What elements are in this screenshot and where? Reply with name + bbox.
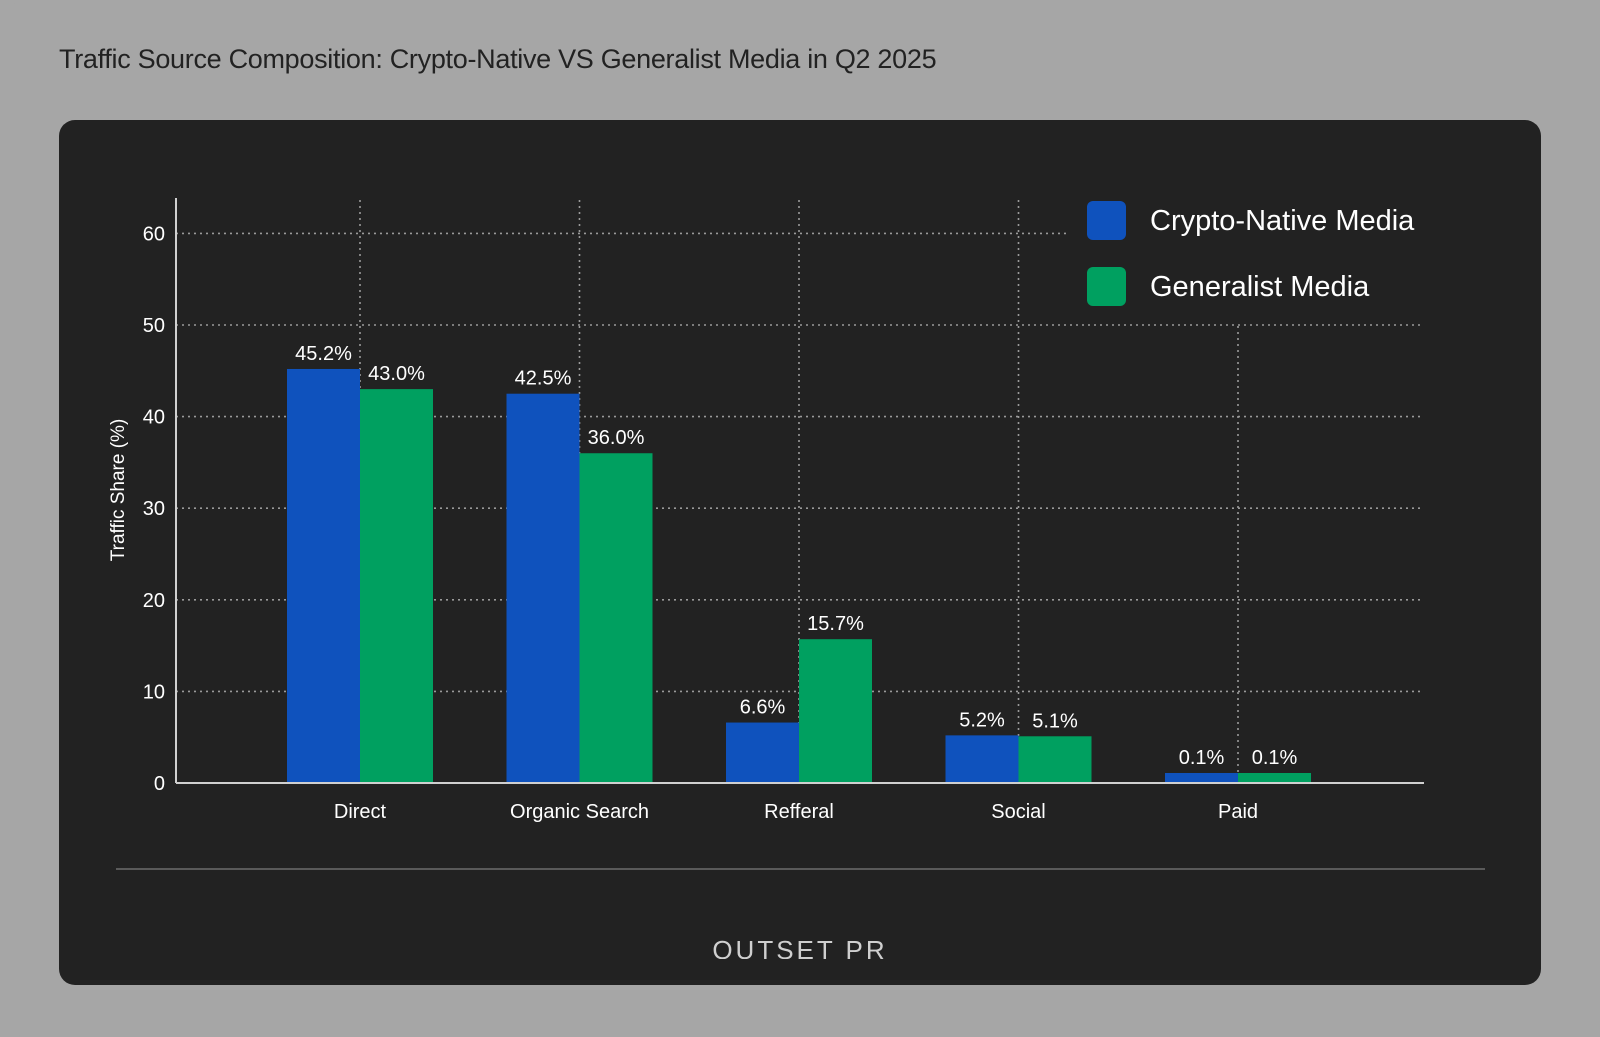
bar-value-label: 0.1%	[1179, 747, 1225, 769]
bar-generalist	[579, 453, 653, 783]
bar-value-label: 6.6%	[740, 697, 786, 719]
legend-swatch	[1087, 201, 1126, 240]
legend-label: Crypto-Native Media	[1150, 205, 1415, 237]
legend-swatch	[1087, 267, 1126, 306]
x-tick-label: Organic Search	[510, 801, 649, 823]
bar-value-label: 5.2%	[959, 709, 1005, 731]
bar-value-label: 5.1%	[1032, 710, 1078, 732]
bar-value-label: 15.7%	[807, 613, 864, 635]
y-tick-label: 0	[154, 773, 165, 795]
x-tick-label: Social	[991, 801, 1045, 823]
bar-crypto-native	[1165, 773, 1238, 783]
bar-generalist	[799, 639, 872, 783]
legend-label: Generalist Media	[1150, 271, 1370, 303]
legend: Crypto-Native Media Generalist Media	[1087, 201, 1415, 306]
bar-generalist	[1018, 736, 1092, 783]
x-tick-label: Direct	[334, 801, 387, 823]
brand-logo: OUTSET PR	[712, 935, 888, 959]
y-tick-label: 30	[143, 498, 165, 520]
data-labels: 45.2% 43.0% 42.5% 36.0% 6.6% 15.7% 5.2% 5.1% 0.1…	[295, 343, 1297, 769]
bar-value-label: 36.0%	[588, 427, 645, 449]
axes: 0 10 20 30 40 50 60 Direct Organic Search Reffera…	[143, 198, 1424, 823]
y-axis-label: Traffic Share (%)	[108, 419, 129, 562]
bar-crypto-native	[726, 722, 799, 783]
bar-crypto-native	[287, 368, 360, 783]
bars	[287, 368, 1311, 783]
grid-lines	[176, 200, 1424, 783]
y-tick-label: 20	[143, 590, 165, 612]
bar-value-label: 45.2%	[295, 343, 352, 365]
x-tick-label: Refferal	[764, 801, 834, 823]
bar-crypto-native	[506, 393, 580, 783]
bar-generalist	[1238, 773, 1311, 783]
bar-value-label: 43.0%	[368, 363, 425, 385]
y-tick-label: 10	[143, 681, 165, 703]
y-tick-label: 50	[143, 315, 165, 337]
y-tick-label: 60	[143, 223, 165, 245]
bar-value-label: 0.1%	[1252, 747, 1298, 769]
y-tick-label: 40	[143, 407, 165, 429]
bar-generalist	[360, 389, 433, 783]
page-title: Traffic Source Composition: Crypto-Nativ…	[59, 44, 937, 74]
bar-value-label: 42.5%	[515, 368, 572, 390]
bar-crypto-native	[945, 735, 1019, 783]
x-tick-label: Paid	[1218, 801, 1258, 823]
